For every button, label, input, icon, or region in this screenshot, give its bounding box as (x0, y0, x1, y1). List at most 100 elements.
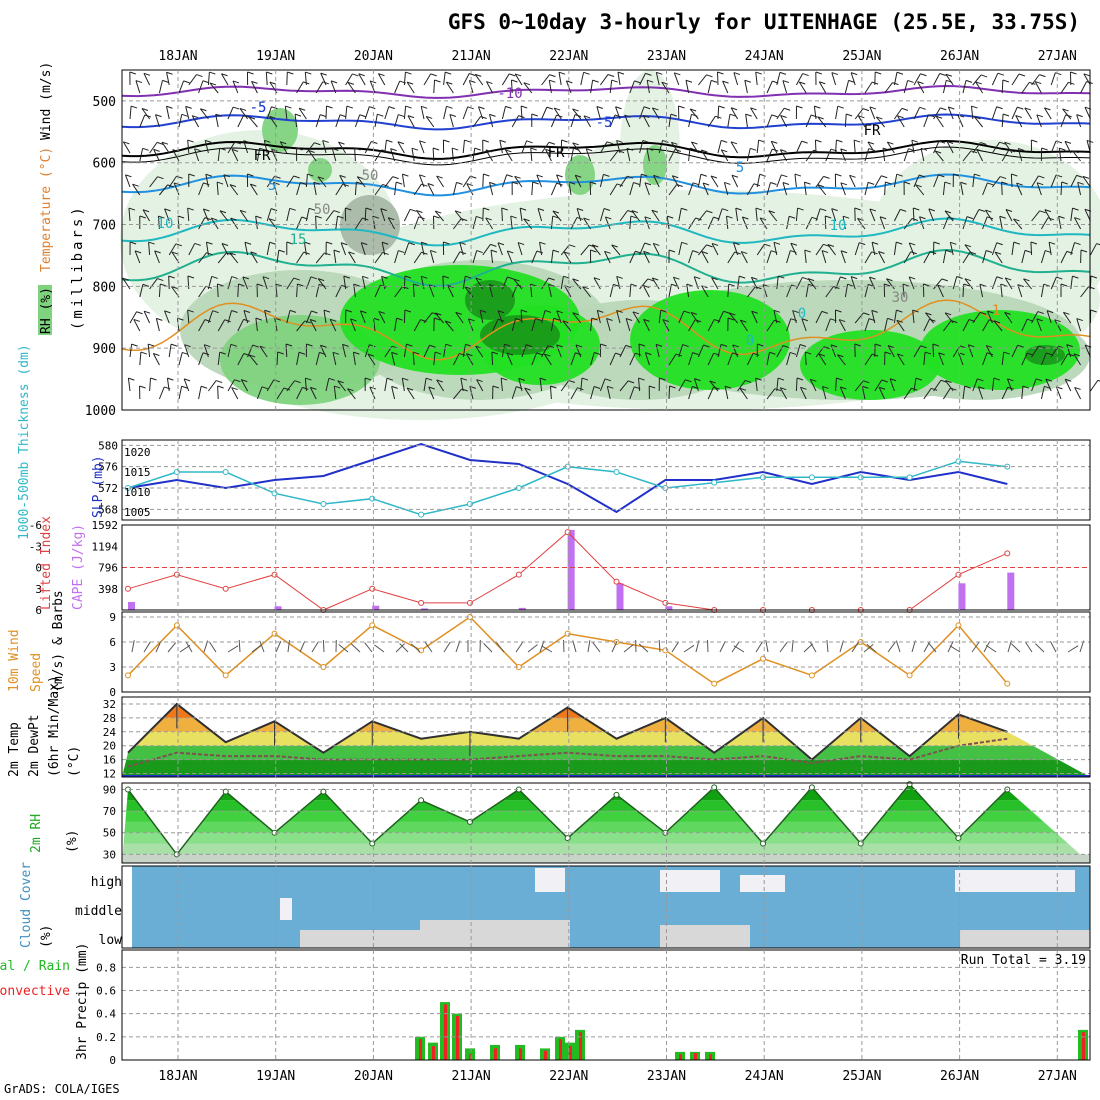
wind-barb-flag (971, 105, 978, 109)
wind-barb-flag (635, 352, 642, 356)
wind-barb (844, 113, 847, 128)
wind-barb (923, 319, 930, 332)
wind-barb-flag (711, 242, 719, 246)
wind-barb (361, 276, 366, 290)
wind-barb (970, 106, 974, 120)
wind-barb (1001, 181, 1003, 196)
wind-barb (198, 80, 204, 94)
wind-barb (466, 353, 474, 366)
cloud-low-block (420, 920, 570, 948)
wind-barb-flag (386, 139, 393, 143)
wind-barb (839, 386, 846, 400)
cape-tick-label: 796 (98, 562, 118, 575)
wind-barb (801, 318, 807, 332)
wind-barb-flag (643, 115, 650, 119)
wind-barb-flag (271, 148, 278, 152)
wind-barb-flag (293, 175, 300, 179)
wind-barb (835, 106, 839, 120)
wind-barb (766, 148, 773, 162)
wind-barb (786, 250, 791, 264)
wind-barb-flag (1056, 276, 1063, 280)
wind-barb (403, 344, 407, 358)
wind-barb (1060, 82, 1069, 94)
wind-barb (903, 387, 912, 400)
wind-barb (617, 72, 621, 86)
wind-barb (477, 106, 484, 120)
wind-barb-flag (523, 218, 530, 222)
wind-barb (1089, 243, 1098, 256)
surface-wind-barb (719, 641, 726, 653)
lifted-index-line-point (271, 571, 278, 578)
wind-barb (432, 147, 435, 162)
wind-barb (1021, 82, 1030, 94)
wind-barb-flag (887, 141, 894, 145)
surface-wind-barb (791, 640, 794, 653)
wind-barb (348, 251, 356, 264)
bottom-day-label: 20JAN (354, 1069, 393, 1084)
wind-barb-flag (520, 105, 528, 109)
wind-barb-flag (395, 181, 403, 185)
wind-barb (305, 173, 308, 188)
wind-barb (786, 216, 790, 230)
wind-barb (831, 208, 837, 222)
wind-barb-flag (1023, 278, 1030, 282)
wind-barb-flag (142, 147, 149, 151)
wind-barb (698, 74, 707, 86)
wind-barb (482, 244, 491, 256)
wind-barb (818, 81, 827, 94)
wind-barb-flag (192, 115, 199, 119)
wind-barb-flag (717, 71, 724, 75)
wind-barb (511, 284, 518, 298)
wind-barb (795, 208, 799, 222)
wind-barb (403, 106, 407, 120)
wind-barb-flag (804, 249, 811, 253)
lifted-tick-label: -6 (29, 519, 42, 532)
surface-wind-barb (374, 644, 385, 653)
wind-barb (786, 284, 792, 298)
wind-barb (359, 310, 366, 324)
wind-barb (168, 275, 170, 290)
wind-barb-flag (490, 249, 498, 253)
wind-barb (976, 149, 984, 162)
wind-barb-flag (774, 388, 782, 392)
wind-barb (256, 386, 263, 400)
wind-barb (537, 208, 543, 222)
wind-barb (256, 148, 261, 162)
wind-barb-flag (136, 311, 143, 315)
wind-barb-flag (377, 113, 384, 117)
wind-barb (795, 73, 804, 86)
bottom-day-label: 23JAN (647, 1069, 686, 1084)
wind-barb-flag (264, 139, 271, 143)
contour-label: -10 (497, 86, 522, 102)
temp-contour-10 (121, 217, 1091, 247)
wind-barb-flag (1039, 74, 1046, 78)
wind-barb-flag (630, 215, 638, 219)
wind-barb-flag (421, 275, 428, 279)
wind-barb (986, 310, 993, 324)
wind-barb (957, 114, 964, 128)
wind-barb (413, 183, 422, 196)
wind-barb-flag (305, 377, 312, 381)
wind-barb-flag (706, 210, 713, 214)
wind-barb-flag (1007, 378, 1014, 382)
wind-barb (419, 140, 425, 154)
wind-barb-flag (862, 108, 870, 112)
top-day-label: 19JAN (256, 49, 295, 64)
wind-speed-line-point (955, 622, 962, 629)
contour-label: -5 (250, 100, 267, 116)
wind-barb-flag (357, 176, 364, 180)
wind-barb (933, 379, 942, 392)
contour-label: FR (254, 148, 271, 164)
wind-barb (596, 106, 601, 120)
surface-wind-barb (985, 644, 997, 653)
wind-barb (824, 215, 827, 230)
wind-barb-flag (352, 73, 359, 77)
wind-barb (962, 386, 966, 400)
wind-barb-flag (575, 344, 583, 348)
wind-barb-flag (1046, 310, 1054, 314)
wind-barb-flag (597, 309, 604, 313)
wind-barb (358, 73, 366, 86)
wind-barb-flag (801, 140, 808, 144)
wind-barb-flag (324, 252, 331, 256)
cape-bar (372, 605, 380, 610)
